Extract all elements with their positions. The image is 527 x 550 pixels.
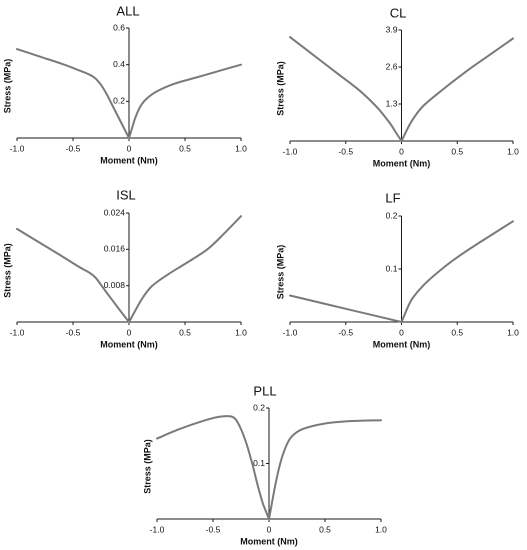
- chart-panel-lf: LF 0.1 0.2 -1.0 -0.5 0 0.5 1.0 Moment (Nm) Stress…: [275, 190, 519, 349]
- x-tick-label: 1.0: [507, 146, 519, 156]
- x-tick-label: 0: [399, 327, 404, 337]
- y-tick-label: 0.6: [113, 22, 125, 32]
- x-tick-label: -0.5: [66, 327, 81, 337]
- series-line: [156, 415, 382, 520]
- x-tick-label: 0.5: [179, 143, 191, 153]
- chart-title: PLL: [253, 383, 276, 398]
- x-tick-label: 1.0: [235, 327, 247, 337]
- x-tick-label: -0.5: [206, 524, 221, 534]
- x-tick-label: 0.5: [179, 327, 191, 337]
- chart-panel-cl: CL 1.3 2.6 3.9 -1.0 -0.5 0 0.5 1.0 Moment (Nm) Str…: [275, 5, 519, 168]
- y-axis-label: Stress (MPa): [275, 245, 285, 300]
- x-tick-label: 0.5: [451, 146, 463, 156]
- x-axis-label: Moment (Nm): [100, 339, 158, 349]
- x-axis-label: Moment (Nm): [100, 155, 158, 165]
- chart-title: LF: [385, 190, 400, 205]
- chart-panel-pll: PLL 0.1 0.2 -1.0 -0.5 0 0.5 1.0 Moment (Nm) Stres…: [142, 383, 387, 546]
- x-tick-label: 1.0: [507, 327, 519, 337]
- chart-title: ALL: [116, 3, 139, 18]
- y-tick-label: 3.9: [386, 24, 398, 34]
- x-axis-label: Moment (Nm): [373, 339, 431, 349]
- y-tick-label: 2.6: [386, 61, 398, 71]
- x-tick-label: -0.5: [66, 143, 81, 153]
- y-tick-label: 0.1: [253, 458, 265, 468]
- x-tick-label: 1.0: [235, 143, 247, 153]
- series-line: [16, 215, 242, 323]
- y-tick-label: 1.3: [386, 98, 398, 108]
- x-tick-label: 0: [127, 143, 132, 153]
- x-tick-label: 0: [399, 146, 404, 156]
- y-tick-label: 0.2: [113, 96, 125, 106]
- x-tick-label: -1.0: [283, 146, 298, 156]
- x-tick-label: 0.5: [451, 327, 463, 337]
- chart-panel-all: ALL 0.2 0.4 0.6 -1.0 -0.5 0 0.5 1.0 Moment (Nm) St…: [2, 3, 247, 165]
- y-tick-label: 0.2: [253, 402, 265, 412]
- y-tick-label: 0.016: [104, 244, 126, 254]
- y-axis-label: Stress (MPa): [142, 439, 152, 494]
- chart-title: ISL: [116, 187, 136, 202]
- x-axis-label: Moment (Nm): [373, 158, 431, 168]
- series-line: [16, 48, 242, 139]
- x-tick-label: 1.0: [375, 524, 387, 534]
- y-axis-label: Stress (MPa): [2, 243, 12, 298]
- chart-panel-isl: ISL 0.008 0.016 0.024 -1.0 -0.5 0 0.5 1.0 Moment …: [2, 187, 247, 349]
- y-axis-label: Stress (MPa): [2, 59, 12, 114]
- x-tick-label: -1.0: [150, 524, 165, 534]
- chart-title: CL: [390, 5, 407, 20]
- x-tick-label: 0.5: [319, 524, 331, 534]
- series-line: [289, 36, 514, 142]
- y-axis-label: Stress (MPa): [275, 61, 285, 116]
- series-line: [289, 220, 514, 323]
- x-tick-label: -1.0: [10, 327, 25, 337]
- x-tick-label: -0.5: [338, 146, 353, 156]
- y-tick-label: 0.008: [104, 280, 126, 290]
- x-tick-label: 0: [267, 524, 272, 534]
- x-tick-label: 0: [127, 327, 132, 337]
- y-tick-label: 0.2: [386, 210, 398, 220]
- x-axis-label: Moment (Nm): [240, 536, 298, 546]
- y-tick-label: 0.024: [104, 207, 126, 217]
- x-tick-label: -1.0: [283, 327, 298, 337]
- x-tick-label: -1.0: [10, 143, 25, 153]
- y-tick-label: 0.4: [113, 59, 125, 69]
- y-tick-label: 0.1: [386, 263, 398, 273]
- x-tick-label: -0.5: [338, 327, 353, 337]
